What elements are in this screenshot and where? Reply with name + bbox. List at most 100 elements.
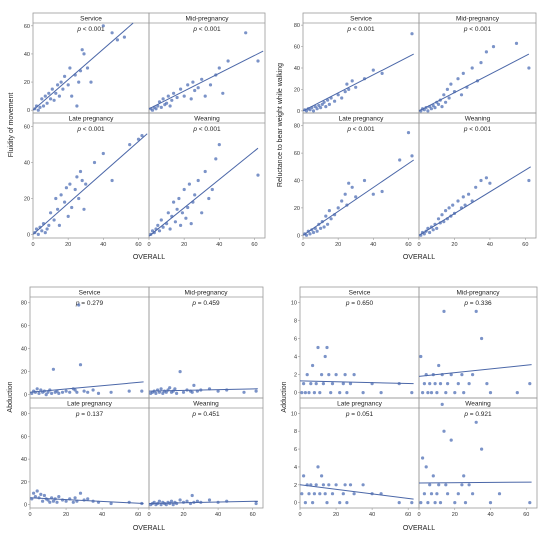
x-tick-label: 0 bbox=[301, 242, 304, 248]
data-point bbox=[177, 196, 181, 201]
data-point bbox=[175, 207, 179, 211]
data-point bbox=[182, 94, 186, 98]
y-tick-label: 0 bbox=[294, 391, 297, 397]
data-point bbox=[471, 492, 475, 496]
data-point bbox=[186, 205, 190, 210]
data-point bbox=[453, 501, 457, 505]
x-tick-label: 20 bbox=[335, 242, 341, 248]
x-tick-label: 0 bbox=[147, 242, 150, 248]
panel-title: Late pregnancy bbox=[67, 401, 113, 408]
data-point bbox=[180, 211, 184, 215]
data-point bbox=[191, 80, 195, 84]
data-point bbox=[185, 499, 189, 503]
data-point bbox=[315, 107, 319, 111]
data-point bbox=[56, 207, 60, 211]
data-point bbox=[314, 483, 318, 487]
data-point bbox=[480, 447, 484, 451]
x-tick-label: 40 bbox=[487, 242, 493, 248]
y-tick-label: 40 bbox=[24, 52, 30, 58]
data-point bbox=[159, 218, 163, 222]
data-point bbox=[110, 178, 114, 183]
data-point bbox=[91, 388, 95, 392]
regression-line bbox=[299, 380, 414, 385]
y-axis-label: Reluctance to bear weight while walking bbox=[277, 63, 284, 187]
x-tick-label: 40 bbox=[215, 512, 221, 518]
data-point bbox=[166, 94, 170, 98]
p-value-label: p = 0.279 bbox=[75, 300, 104, 307]
data-point bbox=[340, 199, 344, 203]
data-point bbox=[216, 389, 220, 393]
data-point bbox=[54, 196, 58, 201]
data-point bbox=[484, 176, 488, 180]
p-value-label: p = 0.137 bbox=[75, 411, 104, 418]
data-point bbox=[159, 105, 163, 109]
data-point bbox=[343, 90, 347, 94]
data-point bbox=[36, 108, 40, 112]
data-point bbox=[190, 390, 194, 394]
data-point bbox=[330, 492, 335, 496]
data-point bbox=[436, 217, 441, 221]
p-value-label: p < 0.001 bbox=[463, 26, 492, 33]
data-point bbox=[64, 186, 68, 190]
x-tick-label: 60 bbox=[251, 242, 257, 248]
data-point bbox=[514, 41, 519, 46]
data-point bbox=[315, 229, 319, 233]
data-point bbox=[187, 182, 191, 186]
data-point bbox=[92, 160, 97, 165]
data-point bbox=[34, 227, 39, 231]
data-point bbox=[179, 87, 183, 91]
regression-line bbox=[32, 133, 148, 235]
data-point bbox=[178, 498, 182, 502]
data-point bbox=[63, 74, 67, 78]
data-point bbox=[451, 203, 455, 207]
regression-line bbox=[148, 50, 264, 110]
data-point bbox=[52, 98, 56, 102]
data-point bbox=[55, 500, 59, 504]
data-point bbox=[189, 97, 193, 101]
data-point bbox=[302, 382, 306, 386]
data-point bbox=[326, 222, 330, 226]
data-point bbox=[101, 151, 105, 156]
data-point bbox=[348, 382, 353, 386]
data-point bbox=[192, 383, 196, 387]
data-point bbox=[304, 233, 309, 237]
y-tick-label: 0 bbox=[294, 501, 297, 507]
data-point bbox=[308, 108, 312, 112]
data-point bbox=[354, 195, 358, 199]
data-point bbox=[437, 483, 441, 487]
y-tick-label: 20 bbox=[21, 370, 27, 376]
data-point bbox=[193, 193, 197, 197]
data-point bbox=[316, 345, 320, 350]
p-value-label: p < 0.001 bbox=[76, 126, 105, 133]
data-point bbox=[313, 105, 317, 109]
data-point bbox=[428, 382, 432, 386]
data-point bbox=[436, 102, 441, 106]
data-point bbox=[397, 501, 401, 505]
y-tick-label: 60 bbox=[294, 151, 300, 157]
data-point bbox=[159, 503, 163, 507]
x-tick-label: 40 bbox=[100, 242, 106, 248]
data-point bbox=[371, 192, 375, 196]
y-tick-label: 0 bbox=[24, 503, 27, 509]
data-point bbox=[329, 391, 333, 395]
y-tick-label: 60 bbox=[24, 24, 30, 30]
p-value-label: p < 0.001 bbox=[463, 126, 492, 133]
x-tick-label: 20 bbox=[180, 512, 186, 518]
data-point bbox=[334, 373, 338, 377]
y-axis-label: Abduction bbox=[7, 381, 14, 412]
data-point bbox=[43, 231, 47, 235]
data-point bbox=[527, 66, 531, 70]
regression-line bbox=[302, 159, 414, 236]
x-axis-label: OVERALL bbox=[133, 525, 165, 532]
data-point bbox=[322, 225, 326, 229]
y-tick-label: 0 bbox=[27, 108, 30, 114]
data-point bbox=[64, 499, 68, 503]
data-point bbox=[170, 98, 174, 102]
data-point bbox=[438, 501, 443, 505]
data-point bbox=[122, 35, 126, 39]
data-point bbox=[244, 31, 248, 35]
y-tick-label: 2 bbox=[294, 483, 297, 489]
data-point bbox=[345, 82, 349, 86]
panel-title: Service bbox=[350, 16, 372, 23]
regression-line bbox=[29, 381, 144, 393]
